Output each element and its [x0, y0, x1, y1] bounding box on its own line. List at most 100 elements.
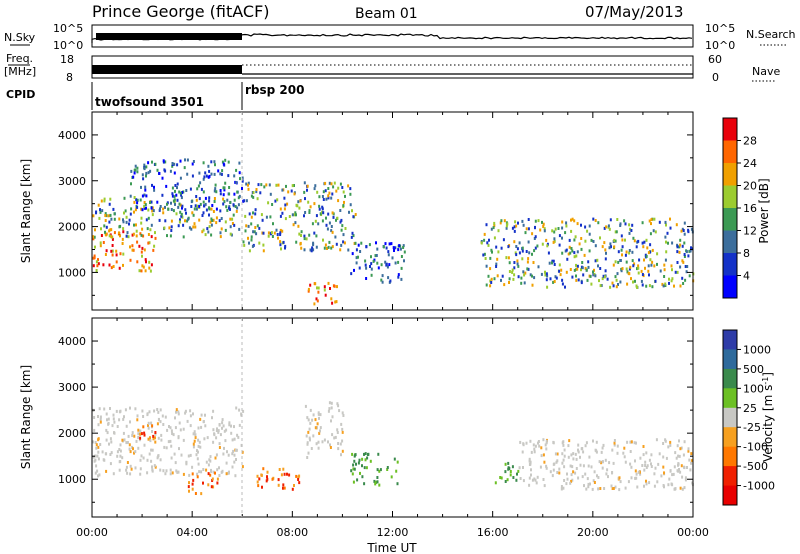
x-tick-label: 08:00 [276, 526, 308, 539]
colorbar-tick-label: 24 [743, 157, 757, 170]
echo-cell [192, 478, 195, 482]
echo-cell [533, 450, 536, 454]
echo-cell [676, 261, 679, 264]
echo-cell [170, 444, 173, 448]
echo-cell [196, 472, 199, 476]
echo-cell [210, 172, 213, 176]
echo-cell [274, 199, 277, 203]
echo-cell [157, 436, 160, 440]
echo-cell [143, 433, 146, 437]
echo-cell [193, 207, 196, 211]
echo-cell [635, 245, 638, 249]
echo-cell [641, 221, 644, 225]
echo-cell [690, 227, 693, 231]
echo-cell [627, 480, 630, 484]
echo-cell [681, 276, 684, 280]
echo-cell [354, 241, 357, 245]
echo-cell [138, 244, 141, 248]
echo-cell [514, 220, 517, 224]
echo-cell [542, 478, 545, 481]
echo-cell [588, 232, 591, 236]
echo-cell [334, 435, 337, 439]
echo-cell [241, 187, 243, 190]
echo-cell [567, 455, 570, 459]
echo-cell [613, 245, 616, 249]
echo-cell [97, 423, 100, 427]
echo-cell [529, 273, 532, 277]
echo-cell [116, 425, 119, 428]
echo-cell [243, 243, 246, 247]
echo-cell [342, 233, 345, 237]
echo-cell [575, 274, 577, 278]
echo-cell [529, 460, 532, 464]
echo-cell [303, 248, 306, 252]
echo-cell [313, 302, 316, 306]
echo-cell [245, 199, 248, 203]
echo-cell [258, 241, 261, 245]
echo-cell [256, 224, 259, 228]
echo-cell [517, 469, 520, 473]
echo-cell [139, 232, 142, 236]
echo-cell [196, 187, 199, 191]
echo-cell [282, 240, 285, 244]
echo-cell [159, 408, 162, 412]
echo-cell [140, 233, 143, 237]
echo-cell [260, 473, 263, 477]
echo-cell [144, 269, 147, 273]
echo-cell [635, 284, 638, 288]
echo-cell [331, 211, 334, 215]
echo-cell [562, 486, 565, 490]
echo-cell [265, 215, 268, 219]
echo-cell [380, 278, 383, 282]
echo-cell [146, 412, 149, 416]
echo-cell [531, 232, 534, 236]
echo-cell [248, 249, 251, 253]
echo-cell [527, 267, 530, 271]
velocity-ylabel: Slant Range [km] [19, 365, 33, 469]
echo-cell [307, 418, 310, 422]
echo-cell [124, 209, 127, 213]
echo-cell [645, 466, 648, 469]
echo-cell [318, 416, 320, 420]
echo-cell [219, 189, 222, 192]
echo-cell [175, 193, 178, 197]
echo-cell [623, 219, 626, 223]
echo-cell [145, 171, 148, 175]
echo-cell [594, 259, 597, 263]
echo-cell [247, 183, 249, 187]
echo-cell [349, 192, 352, 196]
echo-cell [200, 187, 203, 191]
echo-cell [645, 479, 647, 483]
echo-cell [111, 424, 114, 428]
echo-cell [121, 438, 124, 442]
echo-cell [583, 484, 585, 488]
echo-cell [140, 185, 142, 189]
echo-cell [209, 220, 212, 224]
echo-cell [340, 218, 343, 222]
echo-cell [396, 460, 399, 464]
echo-cell [109, 213, 112, 217]
echo-cell [122, 252, 125, 256]
echo-cell [528, 457, 531, 461]
echo-cell [145, 206, 147, 210]
echo-cell [621, 267, 624, 271]
colorbar-swatch [723, 407, 737, 428]
echo-cell [186, 219, 189, 223]
echo-cell [202, 190, 205, 194]
echo-cell [211, 416, 213, 420]
echo-cell [256, 474, 259, 478]
echo-cell [349, 203, 352, 207]
echo-cell [193, 430, 196, 434]
echo-cell [170, 208, 173, 211]
echo-cell [174, 184, 177, 187]
echo-cell [275, 228, 278, 232]
echo-cell [218, 219, 221, 223]
echo-cell [178, 220, 181, 224]
echo-cell [171, 194, 174, 198]
echo-cell [682, 229, 685, 232]
echo-cell [139, 436, 142, 440]
echo-cell [118, 217, 121, 221]
echo-cell [368, 243, 371, 247]
sky-label: N.Sky [4, 31, 36, 44]
